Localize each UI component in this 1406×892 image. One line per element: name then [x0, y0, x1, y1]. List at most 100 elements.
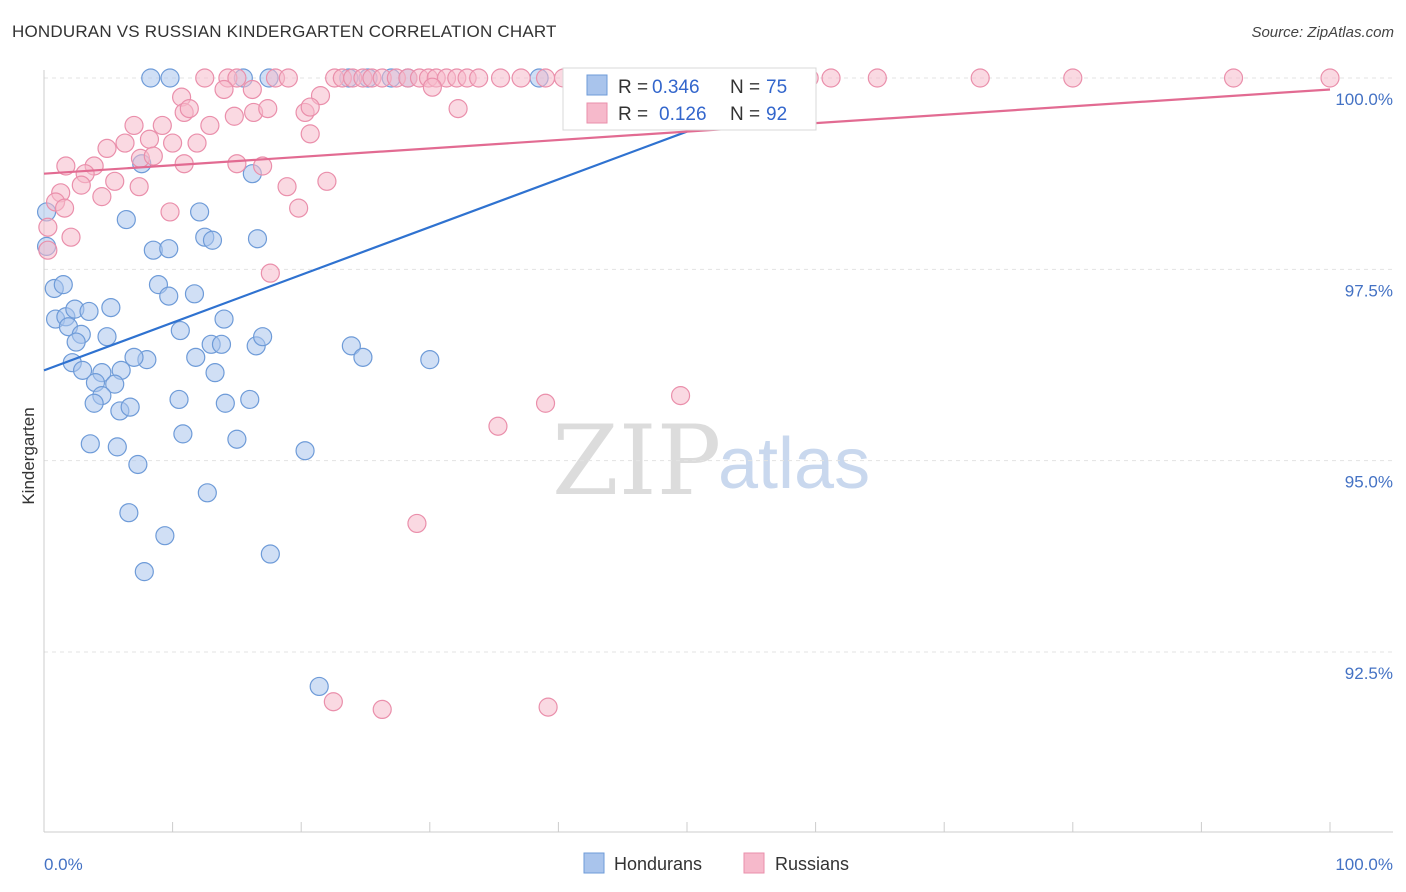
watermark-atlas: atlas: [718, 424, 870, 504]
russian-point: [260, 263, 280, 283]
honduran-point: [211, 334, 232, 354]
russian-point: [469, 68, 489, 88]
russian-point: [152, 115, 172, 136]
bottom-legend-russians-swatch: [743, 852, 765, 874]
honduran-point: [119, 503, 139, 523]
russian-point: [163, 133, 183, 153]
russian-point: [300, 97, 320, 117]
honduran-point: [105, 374, 125, 394]
russian-point: [1320, 68, 1340, 88]
russian-point: [56, 156, 76, 176]
honduran-point: [214, 309, 234, 329]
y-axis-label: Kindergarten: [19, 407, 38, 504]
honduran-point: [72, 360, 93, 380]
source-label: Source: ZipAtlas.com: [1251, 24, 1394, 41]
honduran-point: [128, 454, 148, 475]
honduran-point: [260, 544, 280, 564]
honduran-point: [247, 229, 268, 249]
honduran-point: [205, 363, 225, 383]
legend-russians-n-label: N =: [730, 104, 760, 125]
russian-point: [372, 699, 392, 720]
hondurans-trend-line: [43, 130, 688, 372]
honduran-point: [169, 389, 189, 410]
russian-point: [224, 106, 244, 126]
russian-point: [115, 133, 135, 153]
honduran-point: [341, 336, 361, 356]
russian-point: [300, 124, 320, 144]
russian-point: [124, 115, 144, 136]
russian-point: [289, 198, 309, 218]
hondurans-points: [36, 68, 755, 697]
legend-hondurans-n-value: 75: [766, 77, 787, 98]
bottom-legend-hondurans-swatch: [583, 852, 605, 874]
russian-point: [1223, 68, 1244, 88]
honduran-point: [240, 389, 260, 410]
russian-point: [54, 198, 75, 218]
russian-point: [488, 416, 508, 436]
russians-trend-line: [43, 88, 1331, 175]
honduran-point: [84, 393, 104, 413]
russian-point: [277, 177, 297, 197]
legend-hondurans-r-value: 0.346: [652, 77, 700, 98]
legend-russians-r-label: R =: [618, 104, 648, 125]
honduran-point: [116, 209, 136, 230]
y-tick-label: 100.0%: [1335, 90, 1393, 109]
trend-lines: [43, 88, 1331, 372]
honduran-point: [253, 327, 273, 347]
russian-point: [490, 68, 511, 88]
axes: [43, 70, 1393, 833]
honduran-point: [170, 320, 190, 341]
russian-point: [538, 697, 558, 717]
russian-point: [179, 99, 199, 119]
russian-point: [1063, 68, 1083, 88]
russian-point: [821, 68, 841, 88]
russian-point: [214, 79, 234, 100]
legend-russians-r-value: 0.126: [659, 104, 707, 125]
russian-point: [970, 68, 990, 88]
honduran-point: [186, 347, 206, 367]
x-tick-label-max: 100.0%: [1335, 855, 1393, 874]
honduran-point: [80, 434, 100, 454]
russian-point: [253, 156, 273, 176]
russian-point: [242, 79, 262, 100]
russian-point: [407, 513, 427, 534]
russians-points: [38, 68, 1340, 720]
honduran-point: [173, 424, 193, 444]
honduran-point: [420, 350, 440, 370]
russian-point: [105, 171, 125, 191]
russian-point: [227, 154, 247, 174]
legend-russians-swatch: [586, 102, 608, 124]
russian-point: [670, 386, 691, 406]
russian-point: [97, 138, 117, 159]
honduran-point: [184, 284, 205, 304]
honduran-point: [202, 230, 223, 250]
legend-hondurans-swatch: [586, 74, 608, 96]
honduran-point: [159, 286, 179, 306]
legend-russians-n-value: 92: [766, 104, 787, 125]
y-tick-label: 95.0%: [1345, 473, 1393, 492]
honduran-point: [97, 327, 117, 347]
honduran-point: [134, 562, 154, 582]
russian-point: [71, 175, 91, 195]
russian-point: [278, 68, 298, 88]
legend: R = 0.346 N = 75 R = 0.126 N = 92: [562, 67, 817, 131]
russian-point: [129, 177, 149, 197]
russian-point: [187, 133, 207, 153]
russian-point: [200, 115, 220, 136]
russian-point: [323, 692, 343, 712]
bottom-legend: Hondurans Russians: [583, 852, 849, 874]
honduran-point: [120, 397, 140, 417]
russian-point: [61, 227, 81, 247]
russian-point: [227, 68, 247, 88]
russian-point: [92, 187, 112, 207]
legend-hondurans-n-label: N =: [730, 77, 760, 98]
x-ticks: [43, 822, 1331, 832]
russian-point: [195, 68, 215, 88]
y-tick-labels: 100.0% 97.5% 95.0% 92.5%: [1335, 90, 1393, 683]
russian-point: [448, 99, 468, 119]
honduran-point: [53, 275, 73, 295]
honduran-point: [107, 437, 127, 457]
russian-point: [38, 217, 58, 237]
russian-point: [38, 240, 58, 260]
